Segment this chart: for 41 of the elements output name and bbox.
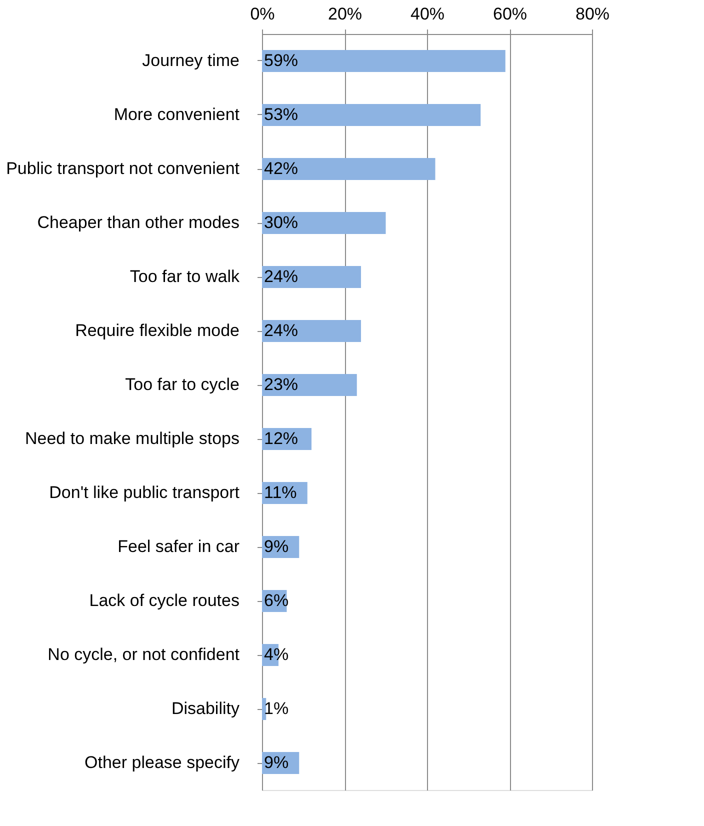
- data-label: 30%: [264, 213, 298, 232]
- y-tick-label: Feel safer in car: [118, 537, 240, 556]
- data-label: 23%: [264, 375, 298, 394]
- y-tick-label: Public transport not convenient: [6, 159, 240, 178]
- y-tick-label: More convenient: [114, 105, 240, 124]
- y-tick-label: Disability: [171, 699, 240, 718]
- y-tick-label: Lack of cycle routes: [89, 591, 240, 610]
- y-tick-label: Need to make multiple stops: [25, 429, 240, 448]
- bar: [262, 698, 266, 720]
- x-tick-label: 20%: [328, 4, 362, 24]
- y-tick-label: Too far to walk: [130, 267, 240, 286]
- y-tick-label: Require flexible mode: [75, 321, 240, 340]
- bar: [262, 158, 436, 180]
- bar: [262, 266, 361, 288]
- data-label: 24%: [264, 267, 298, 286]
- y-tick-label: Cheaper than other modes: [37, 213, 240, 232]
- y-tick-label: Too far to cycle: [125, 375, 240, 394]
- y-tick-label: Other please specify: [84, 753, 240, 772]
- data-label: 6%: [264, 591, 289, 610]
- x-tick-label: 0%: [250, 4, 275, 24]
- bar: [262, 50, 506, 72]
- x-tick-label: 40%: [410, 4, 445, 24]
- data-label: 9%: [264, 537, 289, 556]
- data-label: 24%: [264, 321, 298, 340]
- data-label: 11%: [264, 483, 297, 502]
- bar: [262, 104, 481, 126]
- bar: [262, 374, 357, 396]
- bar: [262, 212, 386, 234]
- data-label: 9%: [264, 753, 289, 772]
- x-tick-label: 80%: [575, 4, 610, 24]
- bar: [262, 320, 361, 342]
- y-tick-label: No cycle, or not confident: [48, 645, 240, 664]
- y-tick-label: Don't like public transport: [49, 483, 240, 502]
- data-label: 53%: [264, 105, 298, 124]
- data-label: 4%: [264, 645, 289, 664]
- data-label: 59%: [264, 51, 298, 70]
- data-label: 12%: [264, 429, 298, 448]
- x-tick-label: 60%: [492, 4, 528, 24]
- data-label: 1%: [264, 699, 289, 718]
- y-tick-label: Journey time: [142, 51, 240, 70]
- data-label: 42%: [264, 159, 298, 178]
